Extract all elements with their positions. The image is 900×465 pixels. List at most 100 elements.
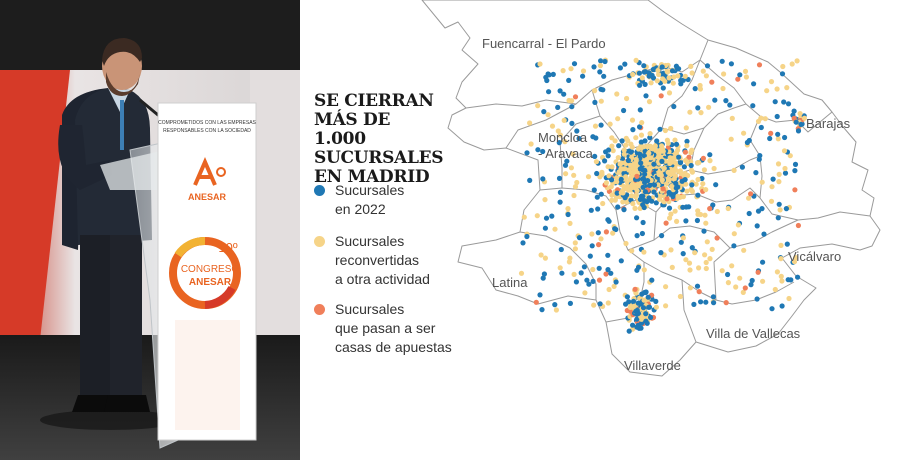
- district-label-barajas: Barajas: [806, 116, 851, 131]
- branch-dot: [639, 120, 645, 126]
- branch-dot: [776, 201, 782, 207]
- branch-dot: [737, 72, 743, 78]
- branch-dot: [663, 284, 669, 290]
- branch-dot: [552, 302, 558, 308]
- branch-dot: [655, 67, 661, 74]
- branch-dot: [695, 208, 701, 214]
- branch-dot: [571, 271, 577, 277]
- branch-dot: [629, 185, 635, 191]
- branch-dot: [533, 299, 539, 305]
- branch-dot: [609, 143, 615, 149]
- branch-dot: [534, 213, 540, 219]
- district-label-fuencarral: Fuencarral - El Pardo: [482, 36, 606, 51]
- branch-dot: [574, 128, 580, 134]
- branch-dot: [622, 195, 628, 201]
- branch-dot: [651, 161, 657, 167]
- branch-dot: [630, 127, 636, 133]
- branch-dot: [645, 178, 651, 184]
- branch-dot: [695, 176, 701, 183]
- branch-dot: [753, 170, 759, 176]
- branch-dot: [535, 103, 541, 109]
- branch-dot: [707, 206, 713, 212]
- branch-dot: [653, 304, 659, 310]
- branch-dot: [621, 107, 627, 114]
- branch-dot: [540, 275, 546, 281]
- branch-dot: [659, 177, 665, 183]
- branch-dot: [662, 78, 668, 84]
- branch-dot: [680, 251, 686, 257]
- branch-dot: [654, 78, 660, 84]
- branch-dot: [673, 180, 679, 186]
- branch-dot: [653, 147, 659, 153]
- branch-dot: [779, 303, 785, 309]
- branch-dot: [711, 300, 717, 306]
- branch-dot: [568, 66, 574, 72]
- branch-dot: [710, 294, 716, 300]
- branch-dot: [641, 63, 647, 69]
- branch-dot: [609, 135, 615, 141]
- branch-dot: [653, 200, 659, 206]
- branch-dot: [643, 318, 649, 324]
- branch-dot: [617, 65, 623, 71]
- branch-dot: [793, 255, 799, 261]
- branch-dot: [613, 279, 619, 285]
- branch-dot: [696, 265, 702, 271]
- branch-dot: [784, 241, 790, 247]
- branch-dot: [654, 138, 660, 144]
- branch-dot: [576, 135, 582, 142]
- branch-dot: [649, 198, 655, 204]
- branch-dot: [586, 281, 592, 287]
- branch-dot: [642, 171, 648, 177]
- branch-dot: [639, 75, 645, 81]
- branch-dot: [616, 143, 622, 149]
- branch-dot: [681, 164, 687, 170]
- branch-dot: [758, 124, 764, 131]
- branch-dot: [569, 98, 575, 104]
- district-label-vicalvaro: Vicálvaro: [788, 249, 841, 264]
- branch-dot: [606, 147, 612, 153]
- branch-dot: [776, 171, 782, 177]
- madrid-districts-map: Fuencarral - El Pardo Barajas Moncloa - A…: [400, 0, 900, 460]
- branch-dot: [762, 116, 768, 122]
- branch-dot: [636, 70, 642, 76]
- branch-dot: [622, 61, 628, 67]
- branch-dot: [623, 174, 629, 180]
- branch-dot: [660, 186, 666, 192]
- branch-dot: [602, 158, 608, 164]
- branch-dot: [640, 219, 646, 226]
- branch-dot: [725, 271, 731, 278]
- branch-dot: [774, 113, 780, 120]
- branch-dot: [645, 294, 651, 300]
- branch-dot: [634, 316, 640, 322]
- branch-dot: [666, 75, 672, 81]
- branch-dot: [760, 259, 766, 265]
- branch-dot: [742, 68, 749, 74]
- branch-dot: [593, 159, 599, 165]
- branch-dot: [792, 161, 799, 167]
- branch-dot: [648, 314, 654, 320]
- branch-dot: [673, 141, 680, 147]
- branch-dot: [593, 135, 599, 141]
- branch-dot: [741, 130, 747, 136]
- branch-dot: [682, 177, 688, 183]
- branch-dot: [677, 293, 683, 300]
- branch-dot: [661, 165, 667, 171]
- branch-dot: [623, 135, 629, 141]
- branch-dot: [739, 164, 745, 170]
- branch-dot: [667, 215, 673, 221]
- branch-dot: [571, 192, 577, 199]
- branch-dot: [782, 165, 788, 172]
- branch-dot: [624, 199, 630, 205]
- branch-dot: [558, 246, 564, 253]
- branch-dot: [636, 325, 642, 331]
- branch-dot: [614, 175, 620, 181]
- branch-dot: [760, 278, 766, 284]
- branch-dot: [635, 264, 642, 270]
- branch-dot: [555, 128, 561, 134]
- branch-dot: [750, 103, 756, 109]
- branch-dot: [574, 179, 580, 186]
- branch-dot: [638, 132, 645, 138]
- branch-dot: [778, 273, 784, 279]
- branch-dot: [542, 255, 548, 261]
- branch-dot: [605, 164, 611, 170]
